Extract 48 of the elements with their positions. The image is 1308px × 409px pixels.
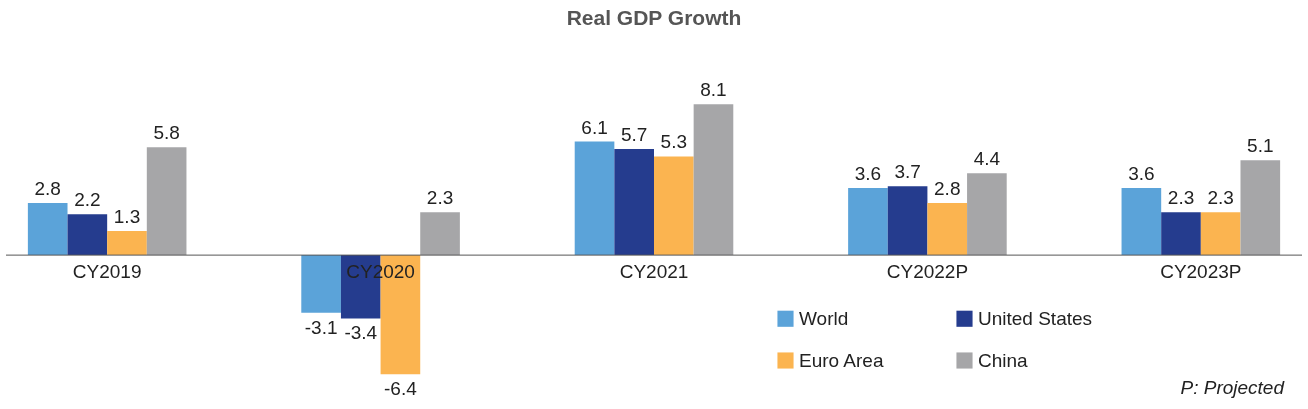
data-label: 5.1: [1247, 135, 1274, 157]
bar: [693, 104, 734, 256]
bar: [1200, 212, 1241, 256]
legend-label: Euro Area: [799, 349, 884, 371]
bar: [67, 214, 108, 256]
data-label: 4.4: [973, 148, 1001, 170]
chart-title: Real GDP Growth: [566, 6, 742, 29]
data-label: 3.7: [894, 161, 921, 183]
text: P: Projected: [1180, 377, 1286, 398]
bar: [420, 212, 460, 256]
x-tick-label: CY2019: [72, 261, 142, 283]
x-tick-label: CY2022P: [886, 261, 969, 283]
data-label: 6.1: [581, 116, 608, 138]
bar: [1121, 188, 1162, 256]
data-label: 5.3: [660, 131, 688, 153]
bar: [967, 173, 1007, 256]
bar: [887, 186, 928, 256]
data-label: 2.2: [74, 189, 101, 211]
bar: [574, 141, 615, 256]
bar: [1161, 212, 1201, 256]
data-label: 2.3: [426, 187, 454, 209]
x-tick-label: CY2023P: [1160, 261, 1242, 283]
data-label: 1.3: [113, 205, 141, 227]
data-label: 2.8: [34, 178, 61, 199]
data-label: 2.3: [1207, 187, 1234, 209]
bar: [301, 255, 341, 313]
data-label: 8.1: [700, 79, 727, 101]
data-label: -3.4: [344, 322, 378, 344]
data-label: -6.4: [384, 378, 418, 400]
data-label: 3.6: [854, 163, 882, 185]
bar: [27, 203, 68, 256]
legend-label: China: [978, 349, 1029, 371]
bar: [107, 230, 147, 256]
data-label: 5.7: [620, 124, 648, 146]
legend-label: World: [799, 307, 849, 329]
bar: [848, 188, 888, 256]
x-tick-label: CY2021: [619, 261, 689, 283]
data-label: -3.1: [304, 316, 338, 338]
data-label: 2.8: [934, 178, 961, 199]
bar: [654, 156, 694, 256]
bar: [927, 203, 968, 256]
data-label: 3.6: [1128, 163, 1155, 185]
bar: [614, 149, 654, 256]
data-label: 5.8: [153, 122, 180, 144]
bar: [146, 147, 187, 256]
legend-label: United States: [978, 307, 1093, 329]
bar: [1240, 160, 1281, 256]
data-label: 2.3: [1167, 187, 1195, 209]
